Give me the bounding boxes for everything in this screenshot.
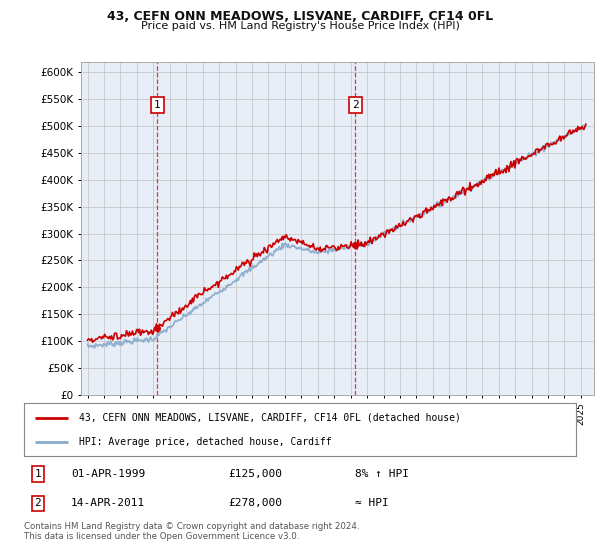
Text: 2: 2 [34,498,41,508]
Text: 43, CEFN ONN MEADOWS, LISVANE, CARDIFF, CF14 0FL (detached house): 43, CEFN ONN MEADOWS, LISVANE, CARDIFF, … [79,413,461,423]
Text: 2: 2 [352,100,359,110]
Text: 1: 1 [34,469,41,479]
Text: 43, CEFN ONN MEADOWS, LISVANE, CARDIFF, CF14 0FL: 43, CEFN ONN MEADOWS, LISVANE, CARDIFF, … [107,10,493,23]
Text: 01-APR-1999: 01-APR-1999 [71,469,145,479]
Text: 1: 1 [154,100,161,110]
Text: 14-APR-2011: 14-APR-2011 [71,498,145,508]
Text: Contains HM Land Registry data © Crown copyright and database right 2024.
This d: Contains HM Land Registry data © Crown c… [24,522,359,542]
Text: £125,000: £125,000 [228,469,282,479]
Text: Price paid vs. HM Land Registry's House Price Index (HPI): Price paid vs. HM Land Registry's House … [140,21,460,31]
Text: 8% ↑ HPI: 8% ↑ HPI [355,469,409,479]
Text: HPI: Average price, detached house, Cardiff: HPI: Average price, detached house, Card… [79,437,332,447]
Text: ≈ HPI: ≈ HPI [355,498,389,508]
Text: £278,000: £278,000 [228,498,282,508]
